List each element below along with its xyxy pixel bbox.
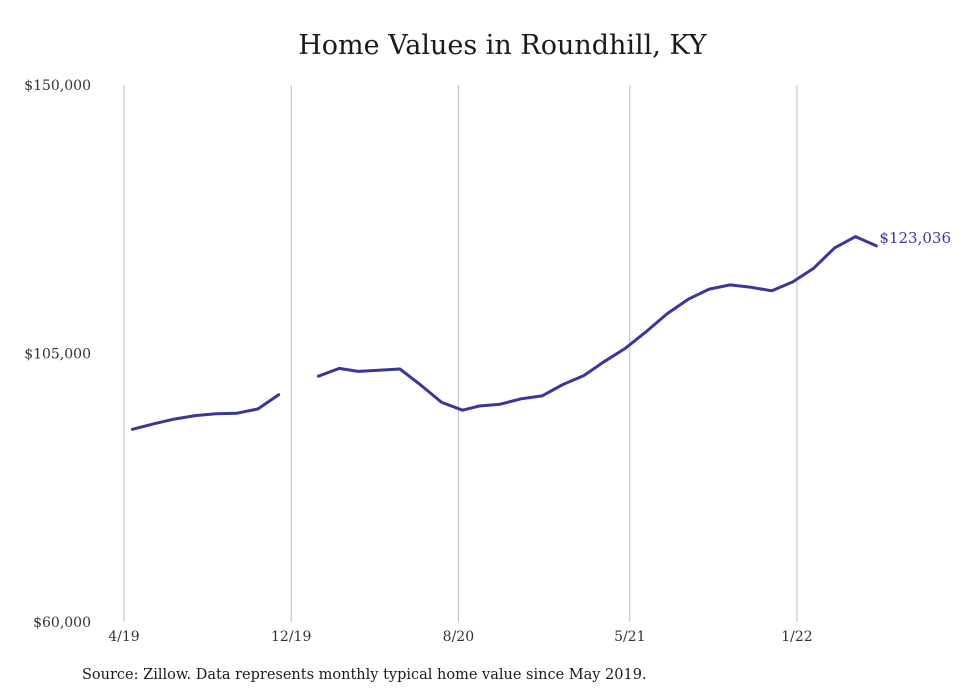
end-value-label: $123,036 (879, 229, 951, 247)
series-lines (130, 235, 878, 431)
series-line-segment (130, 393, 281, 431)
x-tick-label: 1/22 (781, 629, 812, 645)
chart-title: Home Values in Roundhill, KY (298, 30, 707, 61)
y-tick-label: $150,000 (24, 78, 91, 94)
gridlines (123, 85, 798, 622)
series-line-segment (316, 235, 878, 412)
x-tick-label: 12/19 (271, 629, 311, 645)
y-tick-label: $105,000 (24, 347, 91, 363)
source-note: Source: Zillow. Data represents monthly … (82, 667, 647, 683)
end-labels: $123,036 (879, 229, 951, 247)
y-tick-label: $60,000 (33, 615, 91, 631)
x-tick-label: 5/21 (614, 629, 645, 645)
y-axis-ticks: $60,000 $105,000 $150,000 (24, 78, 91, 631)
x-axis-ticks: 4/19 12/19 8/20 5/21 1/22 (108, 629, 812, 645)
x-tick-label: 8/20 (443, 629, 474, 645)
x-tick-label: 4/19 (108, 629, 139, 645)
